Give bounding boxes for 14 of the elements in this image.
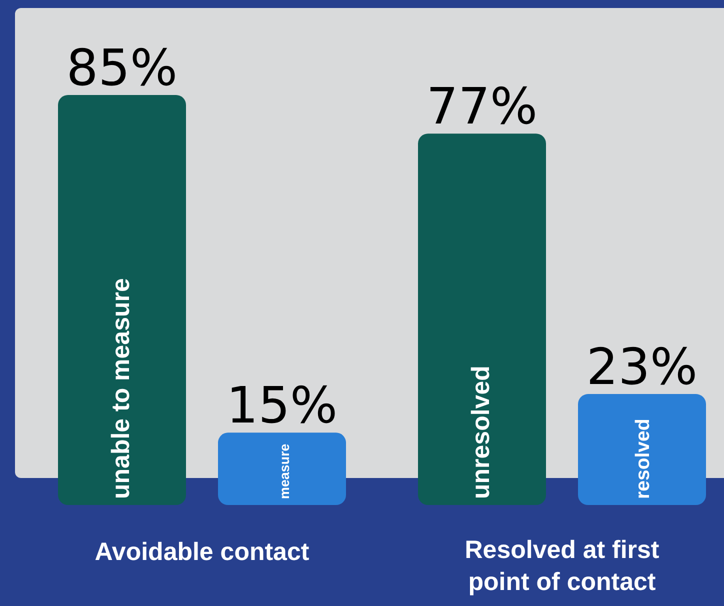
annotation: resolved bbox=[632, 418, 654, 499]
x-tick-label: Avoidable contact bbox=[94, 538, 310, 566]
annotation: measure bbox=[277, 443, 292, 499]
bar bbox=[578, 394, 706, 505]
x-tick-label: Resolved at first point of contact bbox=[464, 536, 660, 596]
data-label: 85% bbox=[66, 39, 178, 97]
annotation: unable to measure bbox=[107, 278, 135, 499]
bar bbox=[58, 95, 186, 505]
data-label: 15% bbox=[226, 376, 338, 435]
bar bbox=[418, 134, 546, 505]
data-label: 23% bbox=[586, 338, 698, 396]
annotation: unresolved bbox=[467, 366, 495, 499]
bar bbox=[218, 432, 346, 505]
data-label: 77% bbox=[426, 78, 538, 136]
